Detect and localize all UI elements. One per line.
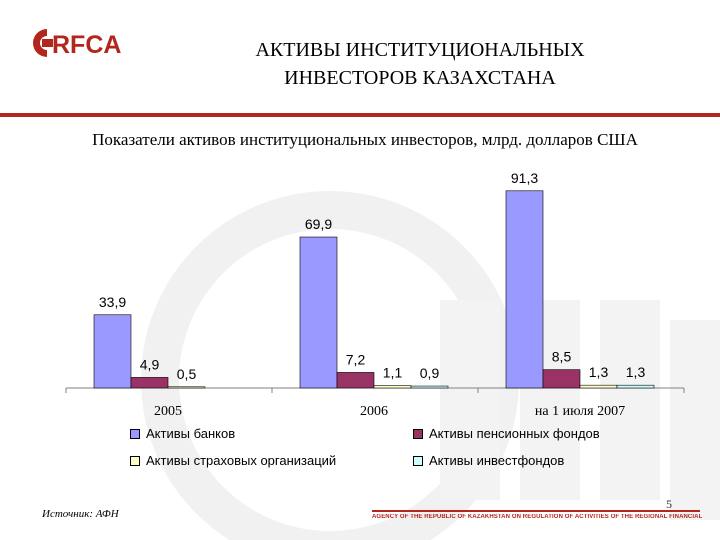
- bar-investfunds-1: [410, 385, 449, 389]
- legend-item-banks: Активы банков: [130, 426, 235, 441]
- data-label-pension-2: 8,5: [552, 349, 572, 365]
- bar-banks-2: [505, 190, 544, 389]
- bar-insurance-2: [579, 384, 618, 389]
- bar-investfunds-2: [616, 384, 655, 389]
- x-tick-label-1: 2006: [360, 404, 388, 419]
- bar-pension-1: [336, 372, 375, 389]
- page-number: 5: [666, 497, 672, 511]
- legend-swatch-investfunds: [413, 455, 423, 466]
- data-label-insurance-1: 1,1: [383, 365, 403, 381]
- legend-label-pension: Активы пенсионных фондов: [429, 426, 600, 441]
- legend: Активы банков Активы пенсионных фондов А…: [130, 426, 690, 474]
- legend-item-pension: Активы пенсионных фондов: [413, 426, 600, 441]
- data-label-banks-0: 33,9: [99, 294, 126, 310]
- bar-banks-0: [93, 314, 132, 389]
- footer-organization: AGENCY OF THE REPUBLIC OF KAZAKHSTAN ON …: [372, 514, 702, 520]
- legend-item-investfunds: Активы инвестфондов: [413, 453, 564, 468]
- x-tick-label-0: 2005: [154, 404, 182, 419]
- legend-swatch-pension: [413, 428, 423, 439]
- bar-pension-0: [130, 377, 169, 389]
- bar-insurance-1: [373, 385, 412, 389]
- legend-label-insurance: Активы страховых организаций: [146, 453, 337, 468]
- source-note: Источник: АФН: [42, 508, 119, 520]
- legend-item-insurance: Активы страховых организаций: [130, 453, 336, 468]
- data-label-banks-1: 69,9: [305, 216, 332, 232]
- bar-pension-2: [542, 369, 581, 389]
- logo-ring-icon: [33, 29, 47, 57]
- x-tick-label-2: на 1 июля 2007: [535, 404, 625, 419]
- data-label-insurance-0: 0,5: [177, 366, 197, 382]
- legend-label-investfunds: Активы инвестфондов: [429, 453, 565, 468]
- data-label-investfunds-1: 0,9: [420, 365, 440, 381]
- logo-text: RFCA: [52, 31, 121, 59]
- data-label-pension-0: 4,9: [140, 356, 160, 372]
- slide-title: АКТИВЫ ИНСТИТУЦИОНАЛЬНЫХ ИНВЕСТОРОВ КАЗА…: [255, 39, 585, 89]
- legend-swatch-banks: [130, 428, 140, 439]
- data-label-pension-1: 7,2: [346, 351, 366, 367]
- bar-insurance-0: [167, 386, 206, 389]
- bar-banks-1: [299, 236, 338, 389]
- chart-subtitle: Показатели активов институциональных инв…: [92, 130, 638, 149]
- data-label-insurance-2: 1,3: [589, 364, 609, 380]
- legend-swatch-insurance: [130, 455, 140, 466]
- footer-rule: [372, 510, 700, 512]
- rfca-logo: RFCA: [33, 29, 121, 59]
- title-rule: [0, 113, 720, 117]
- data-label-investfunds-2: 1,3: [626, 364, 646, 380]
- legend-label-banks: Активы банков: [146, 426, 236, 441]
- data-label-banks-2: 91,3: [511, 170, 538, 186]
